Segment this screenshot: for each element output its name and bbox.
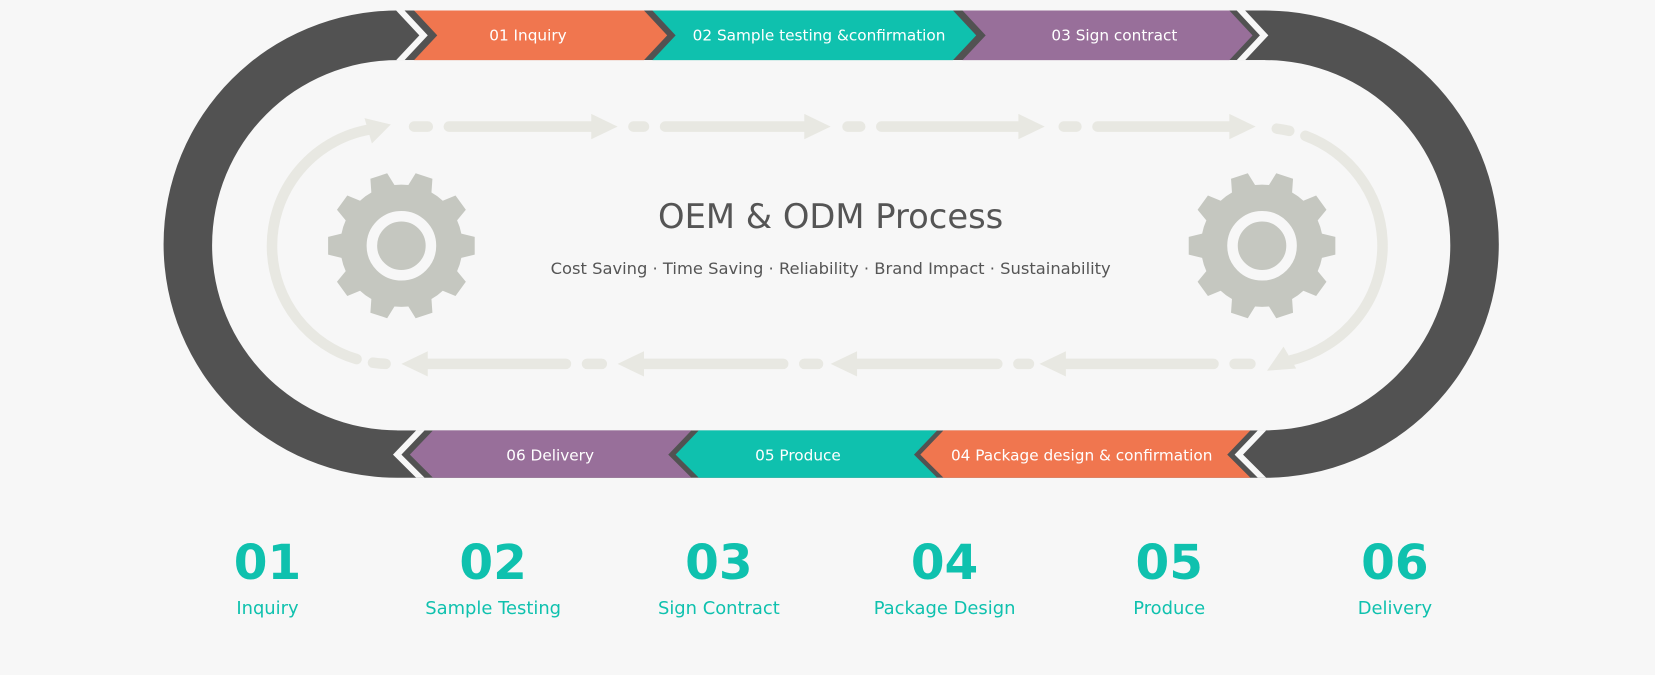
separator: [1236, 10, 1269, 61]
step-label-01: 01 Inquiry: [489, 27, 566, 45]
diagram-title: OEM & ODM Process: [658, 197, 1003, 236]
step-label-02: 02 Sample testing &confirmation: [693, 27, 946, 45]
separator: [396, 10, 428, 61]
summary-label: Package Design: [874, 598, 1016, 619]
gear-icon: [328, 173, 475, 319]
separator: [392, 430, 425, 478]
step-arrow-06: [409, 430, 692, 478]
step-label-05: 05 Produce: [755, 446, 841, 464]
summary-number: 01: [234, 535, 302, 591]
loop-ring: [163, 10, 1499, 478]
step-arrow-03: [962, 10, 1253, 61]
summary-label: Produce: [1133, 598, 1205, 619]
summary-number: 05: [1135, 535, 1203, 591]
track-arrowheads: [364, 113, 1297, 377]
step-arrow-04: [920, 430, 1251, 478]
step-label-03: 03 Sign contract: [1051, 27, 1177, 45]
summary-label: Sign Contract: [658, 598, 780, 619]
separator: [1234, 430, 1267, 478]
gear-icon: [1188, 173, 1336, 319]
step-arrow-02: [652, 10, 977, 61]
summary-number: 04: [911, 535, 979, 591]
step-arrow-01: [414, 10, 668, 61]
summary-number: 03: [685, 535, 753, 591]
summary-number: 02: [459, 535, 527, 591]
summary-label: Sample Testing: [425, 598, 561, 619]
flow-track: [266, 121, 1388, 370]
summary-list: 01 Inquiry 02 Sample Testing 03 Sign Contract…: [234, 535, 1433, 619]
summary-label: Delivery: [1358, 598, 1433, 619]
diagram-subtitle: Cost Saving · Time Saving · Reliability …: [551, 259, 1111, 278]
step-arrow-05: [675, 430, 938, 478]
summary-label: Inquiry: [236, 598, 299, 619]
summary-number: 06: [1361, 535, 1429, 591]
step-label-04: 04 Package design & confirmation: [951, 446, 1212, 464]
step-label-06: 06 Delivery: [506, 446, 594, 464]
